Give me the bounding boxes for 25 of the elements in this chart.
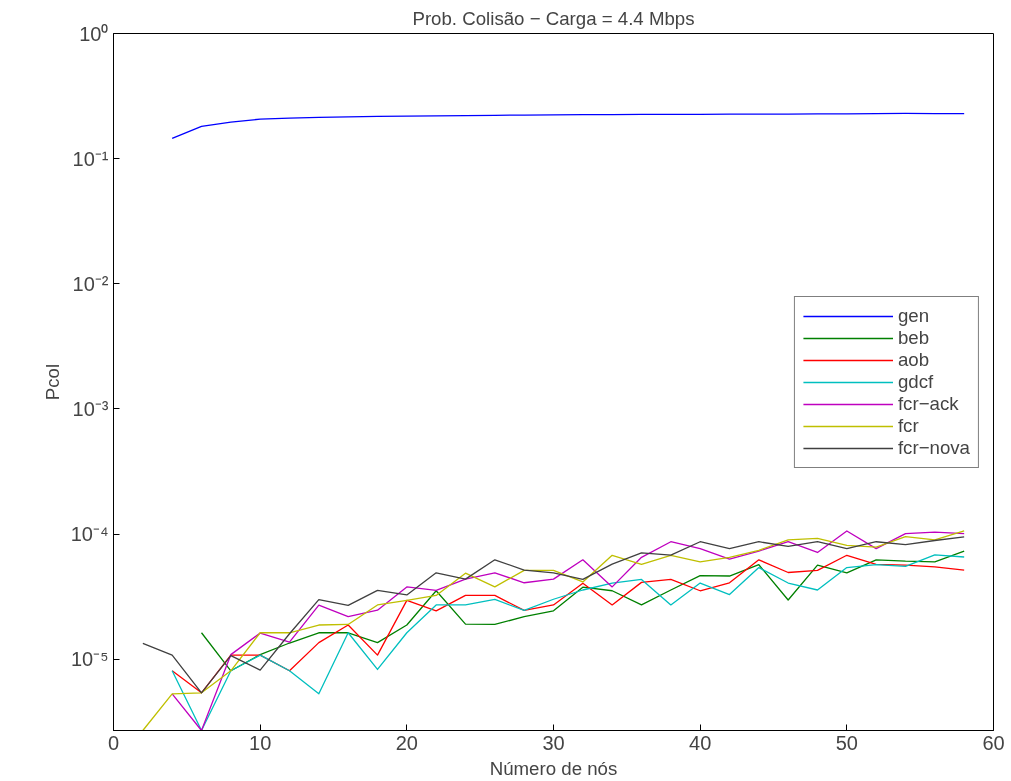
line-series bbox=[171, 112, 965, 140]
legend-label: fcr−ack bbox=[897, 392, 959, 415]
legend-label: gdcf bbox=[897, 370, 934, 393]
x-tick-label: 50 bbox=[835, 731, 858, 754]
y-tick-label: 10⁻⁵ bbox=[70, 648, 109, 671]
x-tick-label: 30 bbox=[542, 731, 565, 754]
legend-label: fcr bbox=[897, 414, 919, 437]
x-tick-label: 20 bbox=[395, 731, 418, 754]
y-tick-label: 10⁻² bbox=[72, 272, 109, 295]
y-axis-title: Pcol bbox=[41, 363, 63, 401]
legend-label: gen bbox=[897, 304, 930, 327]
chart-title: Prob. Colisão − Carga = 4.4 Mbps bbox=[412, 7, 695, 29]
x-tick-label: 40 bbox=[689, 731, 712, 754]
legend-label: beb bbox=[897, 326, 930, 349]
legend-label: fcr−nova bbox=[897, 436, 970, 459]
line-series bbox=[200, 550, 965, 672]
y-tick-label: 10⁻³ bbox=[72, 398, 109, 420]
legend-label: aob bbox=[897, 348, 930, 371]
x-tick-label: 60 bbox=[982, 731, 1005, 754]
x-tick-label: 10 bbox=[249, 731, 272, 754]
y-tick-label: 10⁻¹ bbox=[72, 147, 109, 170]
y-tick-label: 10⁻⁴ bbox=[70, 523, 109, 546]
x-axis-title: Número de nós bbox=[489, 757, 618, 779]
x-tick-label: 0 bbox=[107, 731, 120, 754]
y-tick-label: 10⁰ bbox=[79, 22, 109, 45]
